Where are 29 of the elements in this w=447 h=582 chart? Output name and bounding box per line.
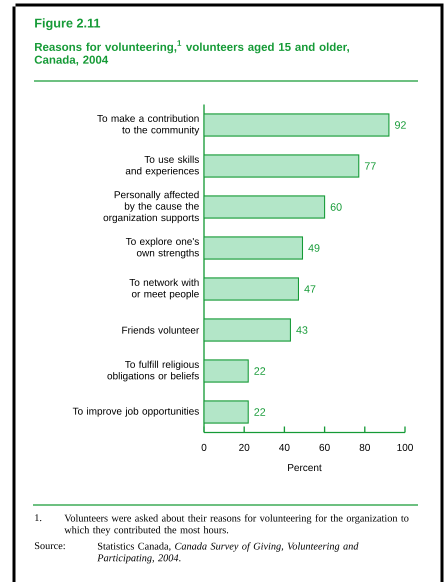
data-label: 22 (254, 408, 266, 416)
x-tick-label: 20 (239, 444, 250, 451)
text: Reasons for volunteering,$^{1}$ volunteers aged 15 and older, Canada, 2004 (34, 40, 349, 66)
text: 1. (35, 514, 42, 522)
y-tick-label: To make a contribution to the community (97, 114, 200, 136)
x-tick-label: 100 (397, 444, 413, 451)
data-label: 43 (296, 326, 308, 334)
x-tick-label: 0 (202, 444, 206, 451)
data-label: 92 (395, 121, 406, 129)
text: Figure 2.11 (35, 18, 100, 30)
data-label: 22 (254, 367, 266, 375)
data-label: 47 (304, 285, 316, 293)
y-tick-label: To fulfill religious obligations or beliefs (107, 360, 199, 382)
source-note: Source: (34, 542, 65, 550)
y-tick-label: To explore one's own strengths (126, 238, 199, 258)
y-tick-label: Friends volunteer (122, 326, 200, 334)
data-label: 49 (308, 244, 320, 252)
y-tick-label: To network with or meet people (129, 278, 199, 300)
text: Statistics Canada, Canada Survey of Giving, Volunteering and Participating, 2004. (97, 542, 358, 564)
x-tick-label: 60 (320, 444, 330, 451)
x-tick-label: 80 (360, 444, 370, 451)
text: Volunteers were asked about their reasons for volunteering for the organization to which they contributed the most hours. (64, 514, 408, 536)
y-tick-label: Personally affected by the cause the organization supports (104, 190, 199, 224)
y-tick-label: To use skills and experiences (126, 156, 199, 176)
x-tick-label: 40 (279, 444, 290, 451)
data-label: 77 (364, 162, 376, 170)
x-axis-title: Percent (288, 464, 322, 472)
y-tick-label: To improve job opportunities (72, 407, 199, 417)
data-label: 60 (330, 203, 342, 211)
